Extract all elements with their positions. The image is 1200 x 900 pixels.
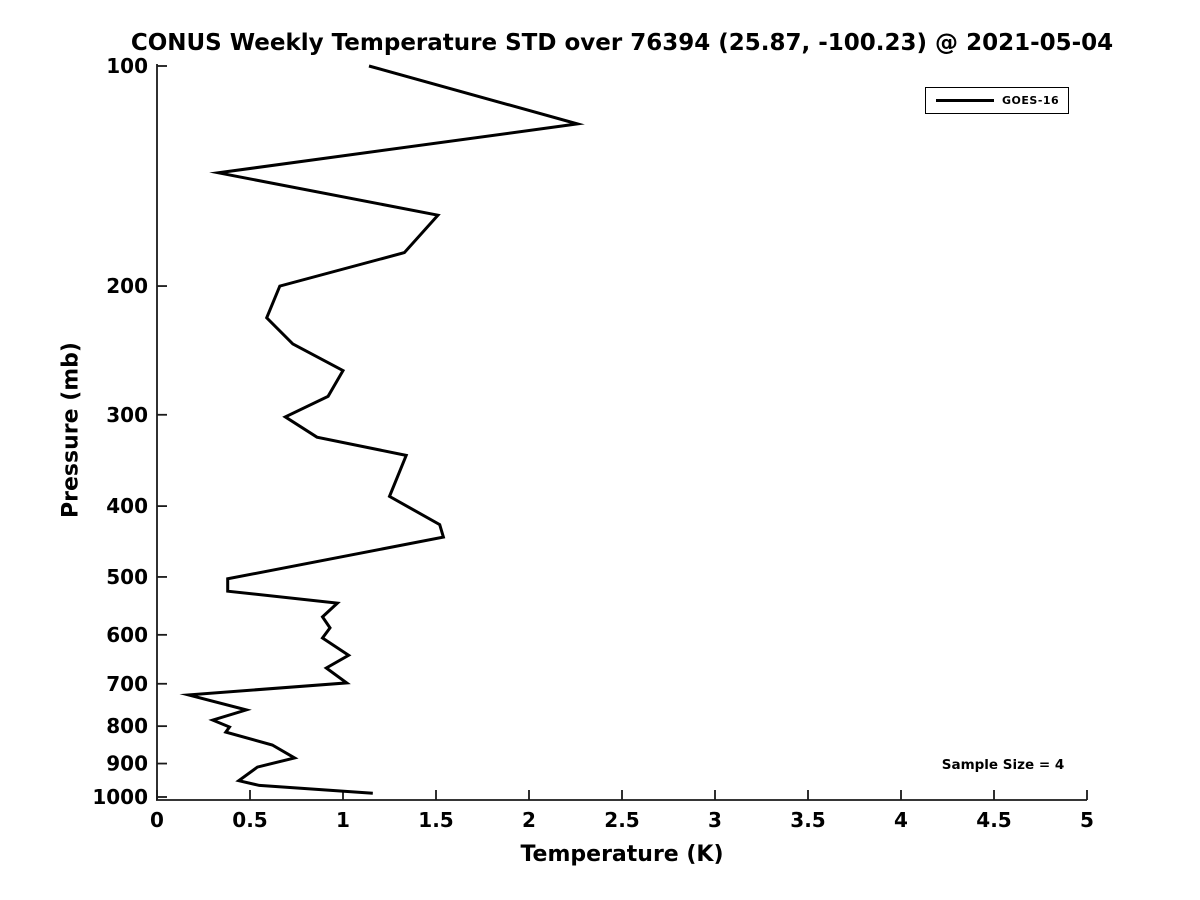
sample-size-annotation: Sample Size = 4 xyxy=(941,757,1065,773)
y-tick-label: 400 xyxy=(106,494,148,518)
x-axis-label: Temperature (K) xyxy=(520,842,724,867)
x-tick-label: 3 xyxy=(708,808,722,832)
y-tick-label: 900 xyxy=(106,752,148,776)
x-tick-label: 0 xyxy=(150,808,164,832)
x-tick-label: 2 xyxy=(522,808,536,832)
y-tick-label: 600 xyxy=(106,623,148,647)
y-tick-label: 1000 xyxy=(92,785,148,809)
x-tick-label: 1 xyxy=(336,808,350,832)
x-tick-label: 2.5 xyxy=(604,808,639,832)
y-tick-label: 100 xyxy=(106,54,148,78)
data-line-goes-16 xyxy=(179,64,585,795)
y-tick-label: 700 xyxy=(106,672,148,696)
x-tick-label: 1.5 xyxy=(418,808,453,832)
y-tick-label: 800 xyxy=(106,714,148,738)
x-tick-label: 4.5 xyxy=(976,808,1011,832)
y-tick-label: 500 xyxy=(106,565,148,589)
y-tick-label: 300 xyxy=(106,403,148,427)
y-tick-label: 200 xyxy=(106,274,148,298)
x-tick-label: 0.5 xyxy=(232,808,267,832)
legend-line-sample-icon xyxy=(936,99,994,102)
legend: GOES-16 xyxy=(925,87,1069,114)
chart-title: CONUS Weekly Temperature STD over 76394 … xyxy=(130,30,1114,56)
x-tick-label: 4 xyxy=(894,808,908,832)
legend-entry-label: GOES-16 xyxy=(1002,94,1060,107)
x-tick-label: 3.5 xyxy=(790,808,825,832)
x-tick-label: 5 xyxy=(1080,808,1094,832)
